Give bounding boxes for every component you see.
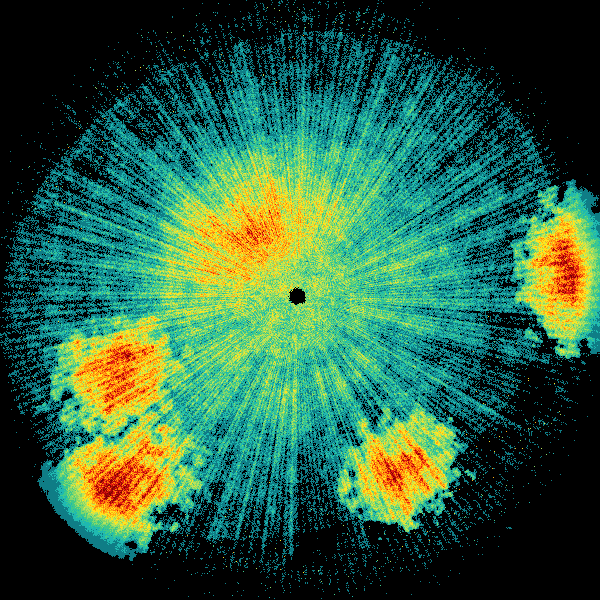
- radar-reflectivity-canvas: [0, 0, 600, 600]
- radar-image-viewport: Base Reflectivity dBZ: [0, 0, 600, 600]
